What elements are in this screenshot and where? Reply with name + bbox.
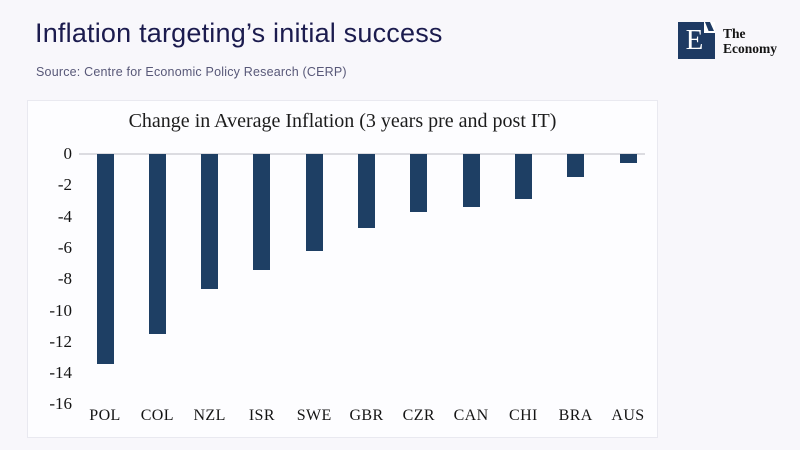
x-label-aus: AUS [611, 407, 645, 424]
y-tick--14: -14 [49, 363, 72, 383]
page-title: Inflation targeting’s initial success [35, 18, 443, 48]
y-tick--8: -8 [57, 269, 72, 289]
x-label-bra: BRA [558, 407, 593, 424]
economy-logo: E The Economy [678, 22, 777, 59]
bar-pol [96, 154, 114, 364]
x-label-col: COL [140, 407, 174, 424]
x-label-nzl: NZL [193, 407, 226, 424]
bar-col [148, 154, 166, 334]
bar-chart-panel: Change in Average Inflation (3 years pre… [27, 100, 658, 438]
y-tick--10: -10 [49, 300, 72, 320]
x-label-chi: CHI [509, 407, 538, 424]
chart-title: Change in Average Inflation (3 years pre… [128, 110, 557, 132]
logo-name-line1: The [723, 25, 746, 41]
y-tick--16: -16 [49, 394, 72, 414]
y-tick--4: -4 [57, 206, 72, 226]
bar-can [462, 154, 480, 208]
logo-letter: E [685, 24, 704, 56]
bar-chi [514, 154, 532, 200]
logo-corner-notch [704, 22, 715, 33]
bar-swe [305, 154, 323, 252]
x-label-pol: POL [89, 407, 121, 424]
logo-e-icon: E [678, 22, 715, 59]
y-tick--2: -2 [57, 175, 72, 195]
x-label-isr: ISR [248, 407, 275, 424]
bar-gbr [358, 154, 375, 228]
y-tick--6: -6 [57, 237, 72, 257]
x-label-czr: CZR [402, 407, 435, 424]
y-tick--12: -12 [49, 331, 72, 351]
bar-aus [619, 154, 637, 164]
source-note: Source: Centre for Economic Policy Resea… [36, 65, 347, 79]
bar-isr [253, 154, 271, 270]
bar-nzl [201, 154, 219, 289]
x-label-can: CAN [453, 407, 489, 424]
y-tick-0: 0 [63, 144, 73, 163]
bar-bra [567, 154, 585, 178]
logo-name-line2: Economy [723, 40, 777, 56]
logo-name: The Economy [723, 26, 777, 56]
x-label-swe: SWE [296, 407, 332, 424]
bar-czr [410, 154, 428, 212]
x-label-gbr: GBR [349, 407, 384, 424]
